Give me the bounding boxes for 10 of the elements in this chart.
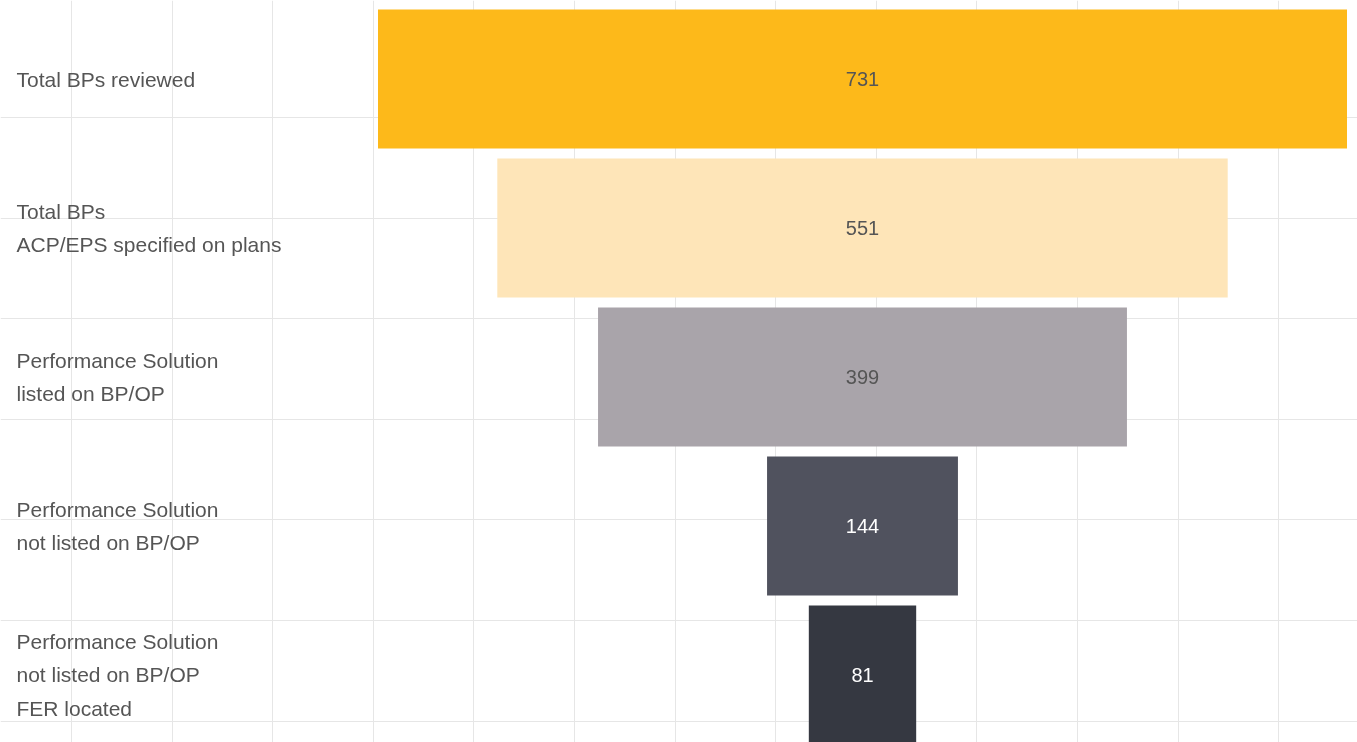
category-label: Performance Solution not listed on BP/OP — [16, 497, 219, 555]
data-label: 551 — [845, 217, 880, 239]
data-label: 731 — [845, 68, 880, 90]
data-label: 81 — [851, 664, 874, 686]
category-label: Total BPs reviewed — [16, 67, 196, 91]
category-label: Performance Solution not listed on BP/OP FER located — [16, 630, 219, 720]
data-label: 144 — [845, 515, 880, 537]
category-label: Total BPs ACP/EPS specified on plans — [16, 199, 282, 257]
data-label: 399 — [845, 366, 880, 388]
category-label: Performance Solution listed on BP/OP — [16, 348, 219, 406]
